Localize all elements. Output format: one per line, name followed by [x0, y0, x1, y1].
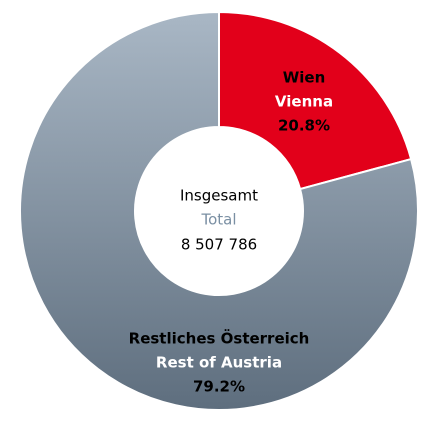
slice-label-en: Rest of Austria: [156, 354, 282, 372]
center-label-en: Total: [200, 211, 236, 229]
slice-label: Restliches Österreich: [129, 329, 310, 348]
slice-label: Wien: [283, 69, 326, 87]
center-label: Insgesamt: [180, 187, 258, 205]
value-label: 79.2%: [193, 378, 245, 396]
total: 8 507 786: [181, 236, 257, 254]
slice: [218, 10, 413, 191]
slice: [19, 10, 419, 411]
slice-label-en: Vienna: [275, 93, 333, 111]
value-label: 20.8%: [278, 117, 330, 135]
